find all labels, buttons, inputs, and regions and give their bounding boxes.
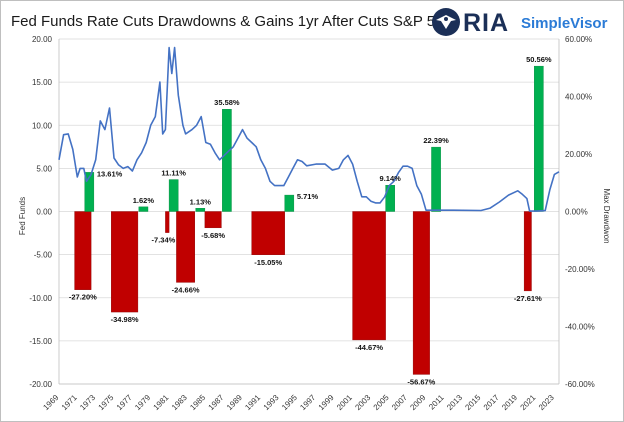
bar-data-label: 1.62%	[133, 196, 155, 205]
x-tick-label: 2019	[500, 393, 519, 412]
left-axis: 20.00 15.00 10.00 5.00 0.00 -5.00 -10.00 -15.00…	[29, 35, 60, 389]
left-tick-label: 15.00	[32, 78, 53, 87]
x-tick-label: 1999	[317, 393, 336, 412]
bar-data-label: -5.68%	[201, 231, 225, 240]
x-tick-label: 1989	[225, 393, 244, 412]
eagle-logo-icon	[432, 8, 460, 36]
logo-ria-text: RIA	[463, 9, 510, 37]
x-tick-label: 1987	[207, 393, 226, 412]
x-tick-label: 2023	[537, 393, 556, 412]
drawdown-bar	[74, 211, 92, 290]
ria-logo: RIA SimpleVisor	[431, 7, 621, 37]
right-tick-label: 20.00%	[565, 150, 592, 159]
x-tick-label: 2011	[427, 393, 446, 412]
gain-bar	[534, 65, 544, 212]
x-tick-label: 1975	[97, 393, 116, 412]
bar-data-label: -24.66%	[172, 285, 200, 294]
x-tick-label: 1973	[78, 393, 97, 412]
x-tick-label: 2005	[372, 393, 391, 412]
chart-title: Fed Funds Rate Cuts Drawdowns & Gains 1y…	[11, 13, 452, 30]
left-tick-label: -20.00	[29, 380, 52, 389]
fed-funds-line	[58, 46, 560, 212]
bar-data-label: -56.67%	[407, 377, 435, 386]
bar-data-label: 13.61%	[97, 169, 123, 178]
x-tick-label: 1981	[152, 393, 171, 412]
drawdown-bar	[176, 211, 195, 283]
right-tick-label: -60.00%	[565, 380, 595, 389]
right-axis-title: Max Drawdwon	[602, 188, 611, 243]
drawdown-bar	[165, 211, 170, 233]
logo-simplevisor-text: SimpleVisor	[521, 15, 608, 32]
left-tick-label: -5.00	[34, 251, 53, 260]
line-layer	[58, 46, 560, 212]
bar-data-label: 50.56%	[526, 55, 552, 64]
left-tick-label: -15.00	[29, 337, 52, 346]
x-tick-label: 2001	[335, 393, 354, 412]
gain-bar	[84, 172, 95, 212]
gain-bar	[138, 206, 149, 212]
bar-data-label: 22.39%	[423, 136, 449, 145]
drawdown-bar	[204, 211, 222, 229]
x-tick-label: 2003	[353, 393, 372, 412]
grid-layer	[59, 38, 559, 385]
right-tick-label: 40.00%	[565, 93, 592, 102]
x-tick-label: 2007	[390, 393, 409, 412]
bar-data-label: 11.11%	[161, 169, 186, 178]
x-tick-label: 2013	[445, 393, 464, 412]
x-tick-label: 1969	[41, 393, 60, 412]
drawdown-bar	[523, 211, 532, 292]
drawdown-bar	[251, 211, 285, 255]
right-tick-label: -40.00%	[565, 323, 595, 332]
gain-bar	[431, 146, 441, 212]
bar-data-label: -27.61%	[514, 294, 542, 303]
left-axis-title: Fed Funds	[18, 197, 27, 235]
right-axis: 60.00% 40.00% 20.00% 0.00% -20.00% -40.00% -60…	[558, 35, 595, 389]
right-tick-label: 60.00%	[565, 35, 592, 44]
x-tick-label: 2009	[408, 393, 427, 412]
right-tick-label: -20.00%	[565, 265, 595, 274]
x-tick-label: 1977	[115, 393, 134, 412]
x-tick-label: 1991	[243, 393, 262, 412]
gain-bar	[222, 109, 232, 212]
left-tick-label: 0.00	[36, 208, 52, 217]
right-tick-label: 0.00%	[565, 208, 588, 217]
bar-data-label: -27.20%	[69, 293, 97, 302]
bar-data-label: -15.05%	[254, 258, 282, 267]
left-tick-label: 5.00	[36, 164, 52, 173]
x-tick-label: 2015	[463, 393, 482, 412]
x-tick-label: 2021	[519, 393, 538, 412]
gain-bar	[195, 208, 206, 212]
x-tick-label: 1997	[298, 393, 317, 412]
x-tick-label: 1993	[262, 393, 281, 412]
drawdown-bar	[111, 211, 139, 313]
bar-data-label: 1.13%	[190, 197, 212, 206]
bar-data-label: 5.71%	[297, 192, 319, 201]
bars-layer	[74, 65, 544, 375]
bar-data-label: 35.58%	[214, 98, 240, 107]
bar-data-label: -7.34%	[152, 236, 176, 245]
x-axis: 1969 1971 1973 1975 1977 1979 1981 1983 1985 1987…	[41, 383, 559, 412]
left-tick-label: -10.00	[29, 294, 52, 303]
x-tick-label: 1995	[280, 393, 299, 412]
left-tick-label: 20.00	[32, 35, 53, 44]
labels-layer: -27.20% 13.61% -34.98% 1.62% -7.34% 11.11% -24…	[69, 55, 552, 386]
x-tick-label: 1985	[188, 393, 207, 412]
x-tick-label: 1979	[133, 393, 152, 412]
left-tick-label: 10.00	[32, 121, 53, 130]
drawdown-bar	[412, 211, 430, 375]
bar-data-label: 9.14%	[380, 174, 402, 183]
bar-data-label: -44.67%	[355, 343, 383, 352]
x-tick-label: 2017	[482, 393, 501, 412]
gain-bar	[284, 194, 295, 212]
x-tick-label: 1983	[170, 393, 189, 412]
x-tick-label: 1971	[60, 393, 79, 412]
gain-bar	[168, 179, 179, 212]
drawdown-bar	[352, 211, 386, 341]
bar-data-label: -34.98%	[111, 315, 139, 324]
